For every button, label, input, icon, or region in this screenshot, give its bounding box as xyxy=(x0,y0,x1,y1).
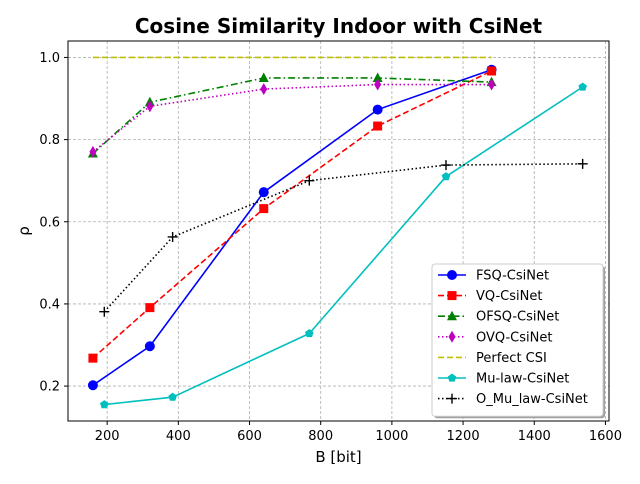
legend: FSQ-CsiNet VQ-CsiNet OFSQ-CsiNet OVQ-CsiNet… xyxy=(431,263,605,419)
legend-label-ofsq-csinet: OFSQ-CsiNet xyxy=(476,310,559,325)
data-point-mu-law-csinet xyxy=(100,400,109,409)
data-point-o-mu-law-csinet xyxy=(99,306,110,317)
legend-label-fsq-csinet: FSQ-CsiNet xyxy=(476,269,549,284)
x-axis-label: B [bit] xyxy=(315,448,361,466)
x-tick-label: 1200 xyxy=(447,429,480,444)
data-point-vq-csinet xyxy=(145,303,155,313)
data-point-ovq-csinet xyxy=(374,78,382,91)
series-mu-law-csinet xyxy=(100,82,587,409)
x-tick-label: 1400 xyxy=(518,429,551,444)
x-tick-label: 200 xyxy=(95,429,120,444)
data-point-ovq-csinet xyxy=(260,83,268,96)
legend-marker-o-mu-law-csinet xyxy=(447,393,457,404)
tick-layer: 200 400 600 800 1000 1200 1400 1600 0.2 0.4 0.6 0.8… xyxy=(39,51,622,444)
x-tick-label: 400 xyxy=(166,429,191,444)
x-tick-label: 600 xyxy=(237,429,262,444)
data-point-vq-csinet xyxy=(373,121,383,131)
legend-marker-mu-law-csinet xyxy=(447,373,457,382)
data-point-vq-csinet xyxy=(487,66,497,76)
y-axis-label: ρ xyxy=(15,226,33,236)
data-point-mu-law-csinet xyxy=(305,329,314,338)
data-point-fsq-csinet xyxy=(258,187,269,198)
x-tick-label: 1000 xyxy=(375,429,408,444)
series-o-mu-law-csinet xyxy=(99,158,588,317)
chart-title: Cosine Similarity Indoor with CsiNet xyxy=(135,14,543,38)
data-point-o-mu-law-csinet xyxy=(167,231,178,242)
legend-marker-fsq-csinet xyxy=(447,270,457,280)
y-tick-label: 0.2 xyxy=(39,380,60,395)
data-point-fsq-csinet xyxy=(372,104,383,115)
legend-label-perfect-csi: Perfect CSI xyxy=(476,351,547,366)
y-tick-label: 1.0 xyxy=(39,51,60,66)
data-point-mu-law-csinet xyxy=(441,172,451,181)
data-point-ovq-csinet xyxy=(488,78,496,91)
data-point-vq-csinet xyxy=(88,353,98,363)
series-layer xyxy=(87,56,588,409)
data-point-ofsq-csinet xyxy=(372,72,383,82)
data-point-o-mu-law-csinet xyxy=(440,160,451,171)
data-point-o-mu-law-csinet xyxy=(577,158,588,169)
legend-label-vq-csinet: VQ-CsiNet xyxy=(476,289,542,304)
legend-label-mu-law-csinet: Mu-law-CsiNet xyxy=(476,372,569,387)
y-tick-label: 0.4 xyxy=(39,297,60,312)
data-point-mu-law-csinet xyxy=(168,392,177,401)
series-vq-csinet xyxy=(88,66,497,363)
legend-label-ovq-csinet: OVQ-CsiNet xyxy=(476,330,552,345)
data-point-ovq-csinet xyxy=(89,145,97,158)
legend-marker-vq-csinet xyxy=(447,291,457,301)
data-point-ovq-csinet xyxy=(146,100,154,113)
data-point-o-mu-law-csinet xyxy=(304,175,315,186)
legend-marker-ofsq-csinet xyxy=(447,310,457,321)
y-tick-label: 0.8 xyxy=(39,133,60,148)
data-point-fsq-csinet xyxy=(144,341,155,352)
data-point-fsq-csinet xyxy=(87,380,98,391)
legend-label-o-mu-law-csinet: O_Mu_law-CsiNet xyxy=(476,392,588,407)
legend-box xyxy=(431,263,604,417)
x-tick-label: 1600 xyxy=(589,429,622,444)
x-tick-label: 800 xyxy=(308,429,333,444)
y-tick-label: 0.6 xyxy=(39,215,60,230)
legend-marker-ovq-csinet xyxy=(448,330,456,343)
plot-frame xyxy=(67,40,610,422)
data-point-ofsq-csinet xyxy=(258,72,269,82)
data-point-mu-law-csinet xyxy=(578,82,587,91)
series-ovq-csinet xyxy=(89,78,496,158)
data-point-vq-csinet xyxy=(259,204,269,214)
